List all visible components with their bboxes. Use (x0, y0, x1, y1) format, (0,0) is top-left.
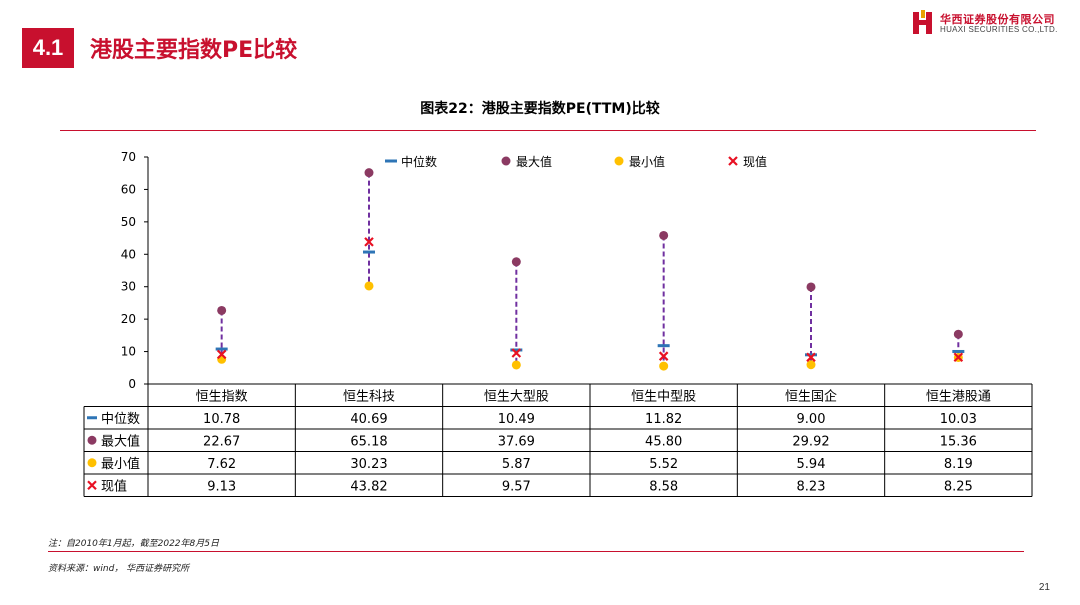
table-value-cell: 5.94 (797, 457, 826, 472)
legend-label: 中位数 (401, 154, 437, 169)
table-value-cell: 30.23 (350, 457, 387, 472)
legend-min-marker (614, 156, 624, 166)
min-marker (806, 360, 816, 370)
company-logo: 华西证券股份有限公司 HUAXI SECURITIES CO.,LTD. (912, 10, 1072, 38)
table-value-cell: 10.49 (498, 412, 535, 427)
section-number-badge: 4.1 (22, 28, 74, 68)
median-marker (952, 349, 965, 353)
median-marker (510, 348, 523, 352)
logo-chinese-name: 华西证券股份有限公司 (940, 13, 1055, 26)
table-value-cell: 8.25 (944, 479, 973, 494)
table-value-cell: 9.00 (797, 412, 826, 427)
table-max-marker (87, 435, 97, 445)
max-marker (511, 257, 521, 267)
table-value-cell: 29.92 (792, 434, 829, 449)
table-value-cell: 9.57 (502, 479, 531, 494)
table-value-cell: 10.78 (203, 412, 240, 427)
min-marker (364, 281, 374, 291)
median-marker (215, 347, 228, 351)
category-label: 恒生中型股 (631, 389, 696, 404)
logo-english-name: HUAXI SECURITIES CO.,LTD. (940, 25, 1058, 34)
category-label: 恒生指数 (196, 389, 248, 404)
table-value-cell: 5.87 (502, 457, 531, 472)
table-value-cell: 40.69 (350, 412, 387, 427)
median-marker (805, 353, 817, 357)
table-value-cell: 8.19 (944, 457, 973, 472)
table-value-cell: 5.52 (649, 457, 678, 472)
max-marker (953, 329, 963, 339)
table-series-label: 中位数 (101, 412, 140, 427)
legend-label: 最小值 (629, 154, 665, 169)
table-value-cell: 10.03 (940, 412, 977, 427)
table-series-label: 现值 (101, 478, 127, 494)
legend-median-marker (385, 159, 397, 163)
y-tick-label: 20 (121, 312, 136, 326)
current-marker (806, 352, 816, 363)
y-tick-label: 70 (121, 150, 136, 164)
table-value-cell: 7.62 (207, 457, 236, 472)
table-value-cell: 43.82 (350, 479, 387, 494)
legend-label: 最大值 (516, 154, 552, 169)
table-value-cell: 8.58 (649, 479, 678, 494)
page-number: 21 (1038, 582, 1050, 593)
current-marker (511, 348, 522, 358)
table-series-label: 最大值 (101, 433, 140, 449)
category-label: 恒生港股通 (926, 389, 991, 404)
category-label: 恒生科技 (343, 389, 395, 404)
legend-current-marker (728, 156, 738, 166)
max-marker (364, 168, 374, 178)
huaxi-logo-icon (913, 10, 932, 34)
current-marker (658, 351, 669, 361)
legend-max-marker (501, 156, 511, 166)
footnote: 注：自2010年1月起，截至2022年8月5日 (48, 539, 219, 549)
table-min-marker (87, 458, 97, 468)
max-marker (659, 230, 669, 240)
y-tick-label: 50 (121, 215, 136, 229)
table-value-cell: 37.69 (498, 434, 535, 449)
current-marker (953, 352, 964, 363)
table-value-cell: 15.36 (940, 434, 977, 449)
table-median-marker (87, 416, 97, 420)
min-marker (659, 361, 669, 371)
current-marker (216, 349, 227, 360)
legend-label: 现值 (743, 154, 767, 169)
table-value-cell: 8.23 (797, 479, 826, 494)
table-value-cell: 11.82 (645, 412, 682, 427)
table-value-cell: 65.18 (350, 434, 387, 449)
table-series-label: 最小值 (101, 456, 140, 472)
y-tick-label: 10 (121, 345, 136, 359)
y-tick-label: 30 (121, 280, 136, 294)
median-marker (363, 250, 375, 254)
y-tick-label: 0 (128, 377, 136, 391)
source-note: 资料来源：wind， 华西证券研究所 (48, 564, 190, 574)
median-marker (657, 344, 670, 348)
table-current-marker (87, 480, 97, 491)
section-title: 港股主要指数PE比较 (90, 38, 298, 63)
y-tick-label: 40 (121, 247, 136, 261)
category-label: 恒生大型股 (484, 389, 549, 404)
footer-rule (48, 551, 1024, 552)
min-marker (511, 360, 521, 370)
title-rule (60, 130, 1036, 131)
current-marker (364, 237, 374, 247)
table-value-cell: 45.80 (645, 434, 682, 449)
table-value-cell: 9.13 (207, 479, 236, 494)
category-label: 恒生国企 (785, 388, 837, 404)
table-value-cell: 22.67 (203, 434, 240, 449)
max-marker (806, 282, 816, 292)
max-marker (217, 305, 227, 315)
y-tick-label: 60 (121, 182, 136, 196)
figure-title: 图表22：港股主要指数PE(TTM)比较 (420, 101, 660, 117)
